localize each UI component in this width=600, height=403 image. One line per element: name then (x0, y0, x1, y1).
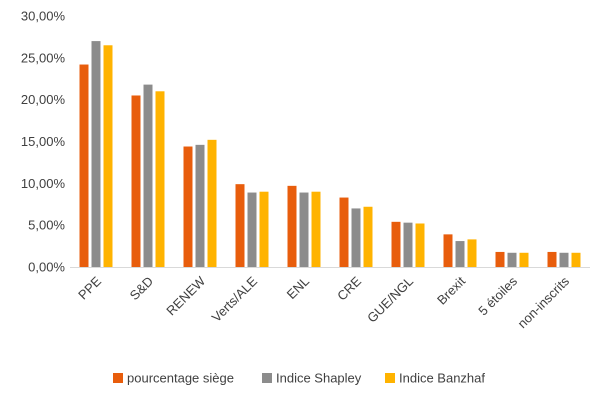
x-tick-label: Verts/ALE (209, 273, 261, 325)
bar (195, 144, 205, 267)
bar (391, 221, 401, 267)
bar (495, 251, 505, 267)
x-tick-label: non-inscrits (515, 273, 573, 331)
y-tick-label: 20,00% (21, 92, 66, 107)
bar (155, 91, 165, 267)
bar (299, 192, 309, 267)
legend: pourcentage siège Indice Shapley Indice Ba… (113, 371, 485, 386)
x-axis: PPE S&D RENEW Verts/ALE ENL CRE GUE/NGL Brexit 5… (70, 267, 590, 331)
bar (143, 84, 153, 268)
bar (207, 139, 217, 267)
bar (287, 185, 297, 267)
x-tick-label: S&D (127, 274, 157, 304)
x-tick-label: 5 étoiles (475, 273, 520, 318)
x-tick-label: PPE (75, 273, 104, 302)
y-tick-label: 25,00% (21, 50, 66, 65)
x-tick-label: ENL (284, 274, 312, 302)
bar (247, 192, 257, 267)
legend-swatch (385, 373, 395, 383)
x-tick-label: CRE (334, 273, 364, 303)
x-tick-label: RENEW (163, 273, 208, 318)
y-tick-label: 10,00% (21, 176, 66, 191)
y-tick-label: 15,00% (21, 134, 66, 149)
bar (467, 239, 477, 267)
bar (443, 234, 453, 267)
bar (79, 64, 89, 267)
bar (259, 191, 269, 267)
legend-swatch (262, 373, 272, 383)
bar (403, 222, 413, 267)
y-tick-label: 0,00% (28, 260, 65, 275)
y-tick-label: 30,00% (21, 9, 66, 24)
bar (103, 45, 113, 268)
legend-swatch (113, 373, 123, 383)
bar (339, 197, 349, 267)
bar (547, 251, 557, 267)
bar (519, 252, 529, 267)
bar (507, 252, 517, 267)
x-tick-label: Brexit (434, 273, 468, 307)
bar (351, 208, 361, 267)
bar (91, 41, 101, 267)
legend-label: Indice Banzhaf (399, 371, 485, 386)
bar (235, 184, 245, 267)
bar (183, 146, 193, 267)
y-axis: 0,00% 5,00% 10,00% 15,00% 20,00% 25,00% 30,00% (21, 9, 66, 275)
legend-label: pourcentage siège (127, 371, 234, 386)
y-tick-label: 5,00% (28, 218, 65, 233)
bar (571, 252, 581, 267)
bar (363, 206, 373, 267)
bar (131, 95, 141, 267)
bar (559, 252, 569, 267)
x-tick-label: GUE/NGL (364, 274, 416, 326)
legend-label: Indice Shapley (276, 371, 362, 386)
bars (79, 41, 581, 268)
bar (455, 241, 465, 267)
bar (415, 223, 425, 267)
bar (311, 191, 321, 267)
